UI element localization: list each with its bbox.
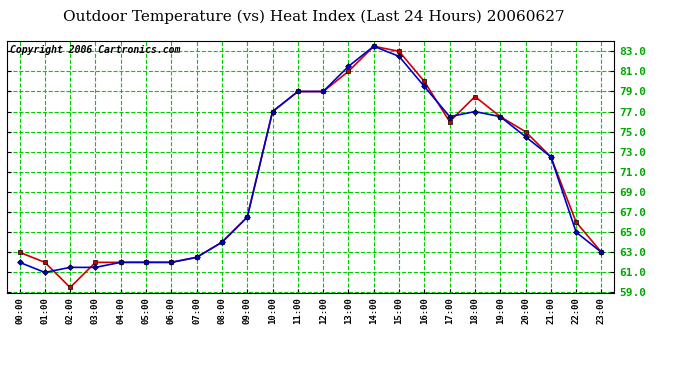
Text: Copyright 2006 Cartronics.com: Copyright 2006 Cartronics.com — [10, 45, 180, 55]
Text: Outdoor Temperature (vs) Heat Index (Last 24 Hours) 20060627: Outdoor Temperature (vs) Heat Index (Las… — [63, 9, 564, 24]
